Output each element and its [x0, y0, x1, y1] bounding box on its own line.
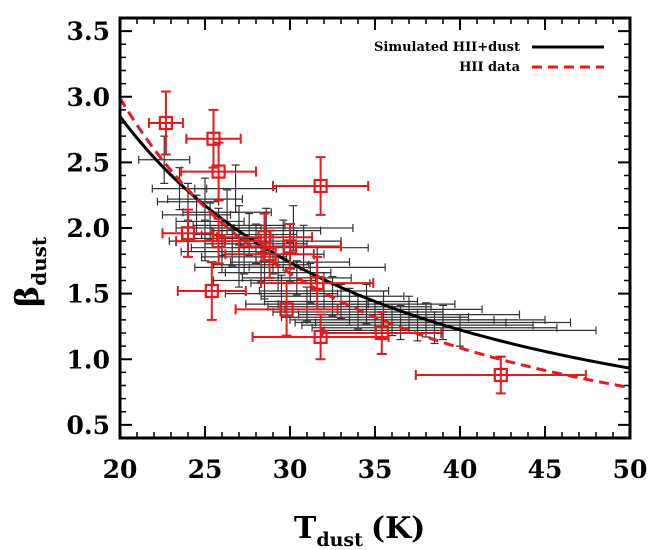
hii-data-point [282, 239, 298, 254]
hii-data-point [310, 276, 325, 291]
y-tick-label: 2.5 [67, 148, 111, 177]
x-tick-label: 40 [443, 455, 478, 484]
x-tick-label: 50 [613, 455, 648, 484]
fit-lines [120, 97, 630, 389]
y-tick-label: 1.5 [67, 280, 111, 309]
y-axis-label-main: β [8, 286, 46, 307]
x-axis-label: Tdust (K) [294, 511, 425, 550]
observed-error-bars [147, 90, 587, 395]
legend-label-simulated: Simulated HII+dust [374, 40, 520, 55]
y-tick-label: 1.0 [67, 345, 111, 374]
x-tick-label: 25 [188, 455, 223, 484]
hii-data-point [313, 178, 328, 194]
y-axis-label: βdust [8, 236, 51, 307]
hii-data-point [211, 164, 226, 179]
y-tick-label: 2.0 [67, 214, 111, 243]
hii-data-point [180, 226, 196, 241]
y-tick-label: 3.5 [67, 17, 111, 46]
x-tick-label: 20 [103, 455, 138, 484]
hii-data-point [262, 247, 277, 262]
y-tick-label: 3.0 [67, 83, 111, 112]
x-axis-label-unit: (K) [371, 511, 425, 546]
x-tick-label: 35 [358, 455, 393, 484]
x-axis-label-main: T [294, 511, 317, 546]
y-axis-label-sub: dust [27, 236, 51, 286]
legend-label-hii: HII data [459, 60, 520, 75]
x-tick-label: 30 [273, 455, 308, 484]
hii-data-point [493, 367, 508, 383]
axis-ticks [119, 18, 631, 438]
observed-markers [158, 115, 508, 383]
hii-data-point [206, 131, 221, 146]
fit-line-hii [120, 97, 630, 389]
hii-data-point [158, 115, 173, 131]
hii-data-point [279, 302, 294, 317]
hii-data-point [211, 234, 226, 249]
data-layer [120, 90, 630, 395]
legend: Simulated HII+dust HII data [374, 40, 604, 75]
hii-data-point [204, 283, 219, 299]
hii-data-point [257, 230, 272, 245]
hii-data-point [313, 329, 328, 345]
x-axis-label-sub: dust [316, 529, 363, 550]
x-tick-label: 45 [528, 455, 563, 484]
axis-tick-labels: 20 25 30 35 40 45 50 0.5 1.0 1.5 2.0 2.5 3.0 3.5 [67, 17, 648, 484]
hii-data-point [374, 325, 389, 341]
y-tick-label: 0.5 [67, 411, 111, 440]
